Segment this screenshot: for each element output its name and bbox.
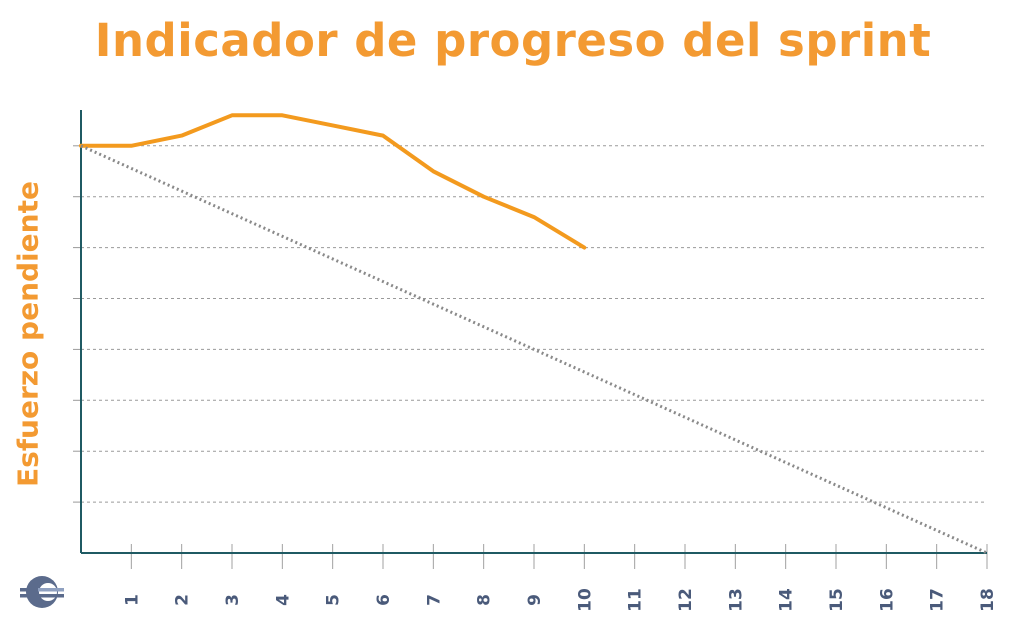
x-tick-label: 15 — [827, 588, 847, 612]
x-tick-label: 6 — [374, 594, 394, 606]
series-lines — [79, 113, 988, 555]
x-tick-label: 18 — [978, 588, 998, 612]
x-tick-label: 5 — [324, 594, 344, 606]
x-tick-label: 12 — [676, 588, 696, 612]
x-tick-label: 4 — [273, 594, 293, 606]
x-tick-label: 17 — [928, 588, 948, 612]
axes — [80, 110, 987, 554]
ideal-burndown-line — [80, 144, 988, 555]
x-axis-ticks — [130, 544, 988, 569]
x-tick-label: 8 — [475, 594, 495, 606]
chart-title: Indicador de progreso del sprint — [94, 14, 932, 67]
x-tick-label: 1 — [122, 594, 142, 606]
company-logo-icon — [20, 576, 64, 608]
x-tick-label: 10 — [575, 588, 595, 612]
x-tick-label: 11 — [626, 588, 646, 612]
grid-lines — [73, 145, 987, 503]
x-tick-label: 3 — [223, 594, 243, 606]
x-axis-tick-labels: 1 2 3 4 5 6 7 8 9 10 11 12 13 14 15 16 17 18 — [122, 588, 998, 612]
x-tick-label: 9 — [525, 594, 545, 606]
x-tick-label: 2 — [173, 594, 193, 606]
actual-progress-line — [79, 113, 587, 250]
x-tick-label: 14 — [777, 588, 797, 612]
x-tick-label: 7 — [424, 594, 444, 606]
x-tick-label: 16 — [877, 588, 897, 612]
x-tick-label: 13 — [726, 588, 746, 612]
